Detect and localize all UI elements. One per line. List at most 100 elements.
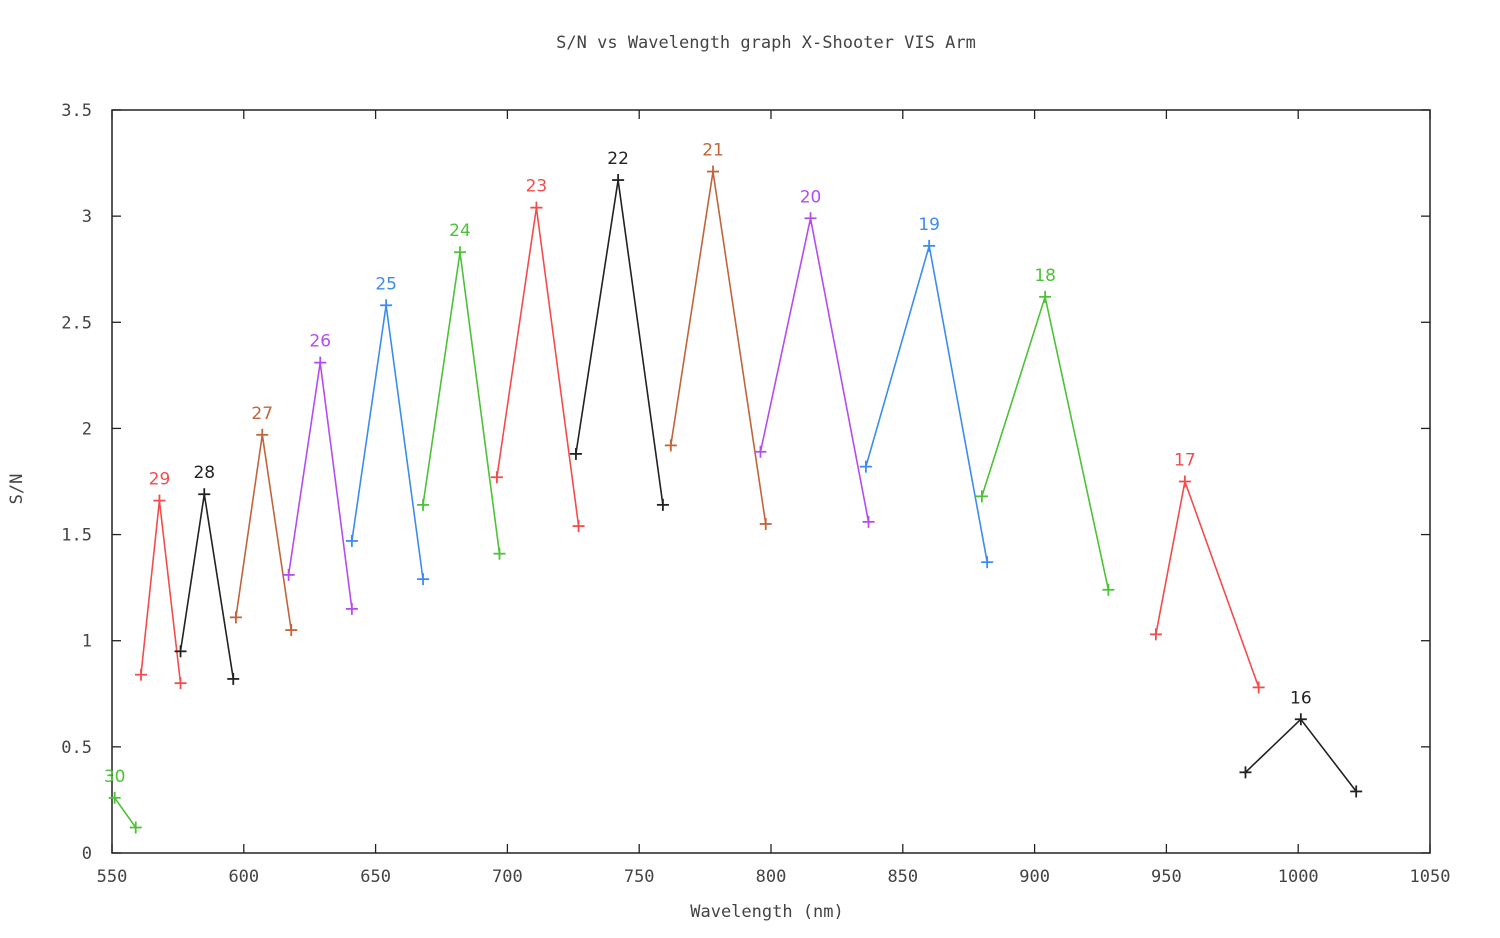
series-line (422, 252, 501, 554)
data-point-marker (314, 356, 327, 369)
series-label: 28 (193, 463, 215, 483)
y-axis-label: S/N (7, 474, 27, 505)
series-26: 26 (282, 332, 358, 615)
x-tick-label: 750 (624, 867, 655, 887)
series-line (140, 500, 182, 684)
y-tick-label: 2.5 (61, 313, 92, 333)
x-tick-label: 850 (887, 867, 918, 887)
data-point-marker (417, 498, 430, 511)
series-19: 19 (859, 215, 994, 569)
y-tick-label: 1 (82, 632, 92, 652)
data-point-marker (417, 573, 430, 586)
data-point-marker (345, 602, 358, 615)
series-label: 29 (149, 470, 171, 490)
data-point-marker (1149, 628, 1162, 641)
data-point-marker (285, 624, 298, 637)
series-line (351, 305, 424, 580)
x-tick-label: 700 (492, 867, 523, 887)
series-16: 16 (1239, 688, 1363, 798)
data-point-marker (804, 212, 817, 225)
x-tick-label: 900 (1019, 867, 1050, 887)
data-point-marker (612, 174, 625, 187)
data-point-marker (975, 490, 988, 503)
data-point-marker (569, 447, 582, 460)
series-line (981, 293, 1110, 590)
x-tick-label: 1050 (1410, 867, 1451, 887)
data-point-marker (664, 439, 677, 452)
series-21: 21 (664, 141, 772, 530)
series-25: 25 (345, 274, 430, 586)
data-point-marker (862, 515, 875, 528)
series-line (1244, 718, 1357, 792)
y-tick-label: 3.5 (61, 101, 92, 121)
data-point-marker (174, 645, 187, 658)
data-point-marker (1039, 290, 1052, 303)
plot-frame (111, 109, 1431, 854)
series-23: 23 (490, 177, 585, 533)
x-tick-label: 650 (360, 867, 391, 887)
series-line (235, 434, 292, 631)
data-point-marker (153, 494, 166, 507)
series-label: 23 (526, 177, 548, 197)
series-label: 20 (800, 187, 822, 207)
series-label: 24 (449, 221, 471, 241)
axes-layer: 550 600 650 700 750 800 850 900 950 1000 1050 0 0.5 1… (61, 101, 1450, 887)
data-point-marker (1102, 583, 1115, 596)
series-label: 27 (251, 404, 273, 424)
y-tick-label: 0.5 (61, 738, 92, 758)
x-tick-label: 800 (756, 867, 787, 887)
data-point-marker (227, 672, 240, 685)
data-point-marker (345, 534, 358, 547)
series-label: 30 (104, 767, 126, 787)
data-point-marker (174, 677, 187, 690)
data-point-marker (707, 165, 720, 178)
data-point-marker (229, 611, 242, 624)
data-point-marker (282, 568, 295, 581)
data-point-marker (859, 460, 872, 473)
x-tick-label: 1000 (1278, 867, 1319, 887)
series-line (759, 218, 870, 522)
data-point-marker (493, 547, 506, 560)
series-label: 16 (1290, 688, 1312, 708)
series-line (113, 797, 137, 828)
series-30: 30 (104, 767, 142, 834)
series-label: 18 (1034, 266, 1056, 286)
series-line (496, 207, 580, 527)
data-point-marker (656, 498, 669, 511)
series-22: 22 (569, 149, 669, 511)
data-point-marker (490, 471, 503, 484)
data-point-marker (754, 445, 767, 458)
data-point-marker (1178, 475, 1191, 488)
y-tick-label: 2 (82, 419, 92, 439)
y-tick-label: 3 (82, 207, 92, 227)
series-24: 24 (417, 221, 506, 560)
data-point-marker (129, 821, 142, 834)
series-line (287, 362, 353, 610)
series-layer: 30 29 28 27 26 25 24 23 22 21 20 19 18 17 16 (104, 141, 1363, 834)
data-point-marker (1239, 766, 1252, 779)
series-27: 27 (229, 404, 298, 637)
data-point-marker (134, 668, 147, 681)
data-point-marker (572, 520, 585, 533)
x-tick-label: 600 (228, 867, 259, 887)
x-tick-label: 950 (1151, 867, 1182, 887)
data-point-marker (256, 428, 269, 441)
series-label: 26 (309, 332, 331, 352)
series-line (865, 245, 988, 563)
data-point-marker (981, 556, 994, 569)
data-point-marker (1350, 785, 1363, 798)
series-18: 18 (975, 266, 1115, 596)
series-line (575, 179, 664, 506)
data-point-marker (380, 299, 393, 312)
series-label: 21 (702, 141, 724, 161)
data-point-marker (453, 246, 466, 259)
data-point-marker (198, 488, 211, 501)
series-label: 25 (375, 274, 397, 294)
series-label: 17 (1174, 451, 1196, 471)
series-20: 20 (754, 187, 875, 528)
y-tick-label: 1.5 (61, 526, 92, 546)
series-label: 19 (918, 215, 940, 235)
series-17: 17 (1149, 451, 1265, 694)
